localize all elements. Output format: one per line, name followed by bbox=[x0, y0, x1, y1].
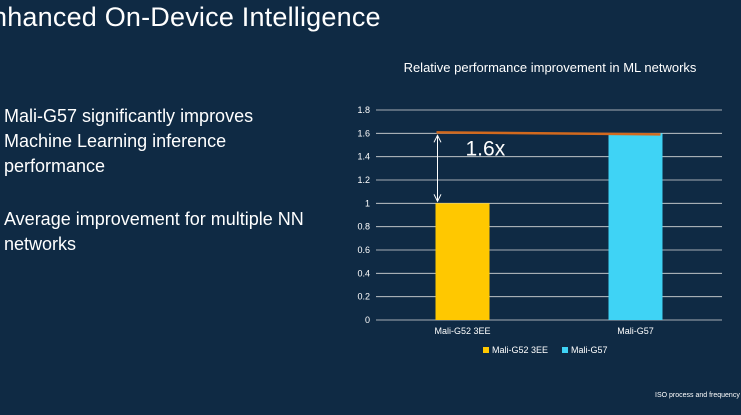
chart-canvas: 00.20.40.60.811.21.41.61.8 Mali-G52 3EE M… bbox=[357, 105, 722, 355]
legend-swatch bbox=[562, 347, 568, 353]
y-tick-label: 0.8 bbox=[357, 222, 370, 232]
y-tick-label: 1.8 bbox=[357, 105, 370, 115]
x-axis-labels: Mali-G52 3EE Mali-G57 bbox=[434, 326, 653, 336]
slide-title: nhanced On-Device Intelligence bbox=[0, 2, 381, 32]
y-axis-ticks: 0 0.2 0.4 0.6 0.8 1 1.2 1.4 1.6 1.8 bbox=[357, 105, 370, 325]
annotation: 1.6x bbox=[433, 131, 661, 203]
y-tick-label: 0.4 bbox=[357, 268, 370, 278]
trend-line bbox=[436, 131, 661, 136]
annotation-label: 1.6x bbox=[466, 137, 506, 160]
bullet-ml-performance: Mali-G57 significantly improves Machine … bbox=[4, 106, 254, 176]
x-category-label: Mali-G57 bbox=[617, 326, 654, 336]
legend-entry: Mali-G52 3EE bbox=[492, 345, 548, 355]
bar-mali-g57 bbox=[608, 133, 663, 320]
arrowhead-down-icon bbox=[433, 194, 442, 203]
footnote: ISO process and frequency bbox=[655, 392, 740, 399]
chart-title: Relative performance improvement in ML n… bbox=[403, 60, 697, 75]
y-tick-label: 0.2 bbox=[357, 292, 370, 302]
legend: Mali-G52 3EE Mali-G57 bbox=[483, 345, 608, 355]
bullet-average-improvement: Average improvement for multiple NN netw… bbox=[4, 209, 304, 254]
gridlines bbox=[376, 109, 722, 321]
legend-swatch bbox=[483, 347, 489, 353]
x-category-label: Mali-G52 3EE bbox=[434, 326, 490, 336]
y-tick-label: 1.2 bbox=[357, 175, 370, 185]
legend-entry: Mali-G57 bbox=[571, 345, 608, 355]
y-tick-label: 1.6 bbox=[357, 128, 370, 138]
y-tick-label: 0 bbox=[365, 315, 370, 325]
y-tick-label: 1.4 bbox=[357, 152, 370, 162]
performance-chart: Relative performance improvement in ML n… bbox=[340, 58, 741, 378]
bullet-list: Mali-G57 significantly improves Machine … bbox=[4, 104, 304, 285]
bars bbox=[435, 133, 663, 320]
y-tick-label: 1 bbox=[365, 198, 370, 208]
bar-mali-g52-3ee bbox=[435, 203, 490, 320]
y-tick-label: 0.6 bbox=[357, 245, 370, 255]
arrowhead-up-icon bbox=[433, 134, 442, 143]
